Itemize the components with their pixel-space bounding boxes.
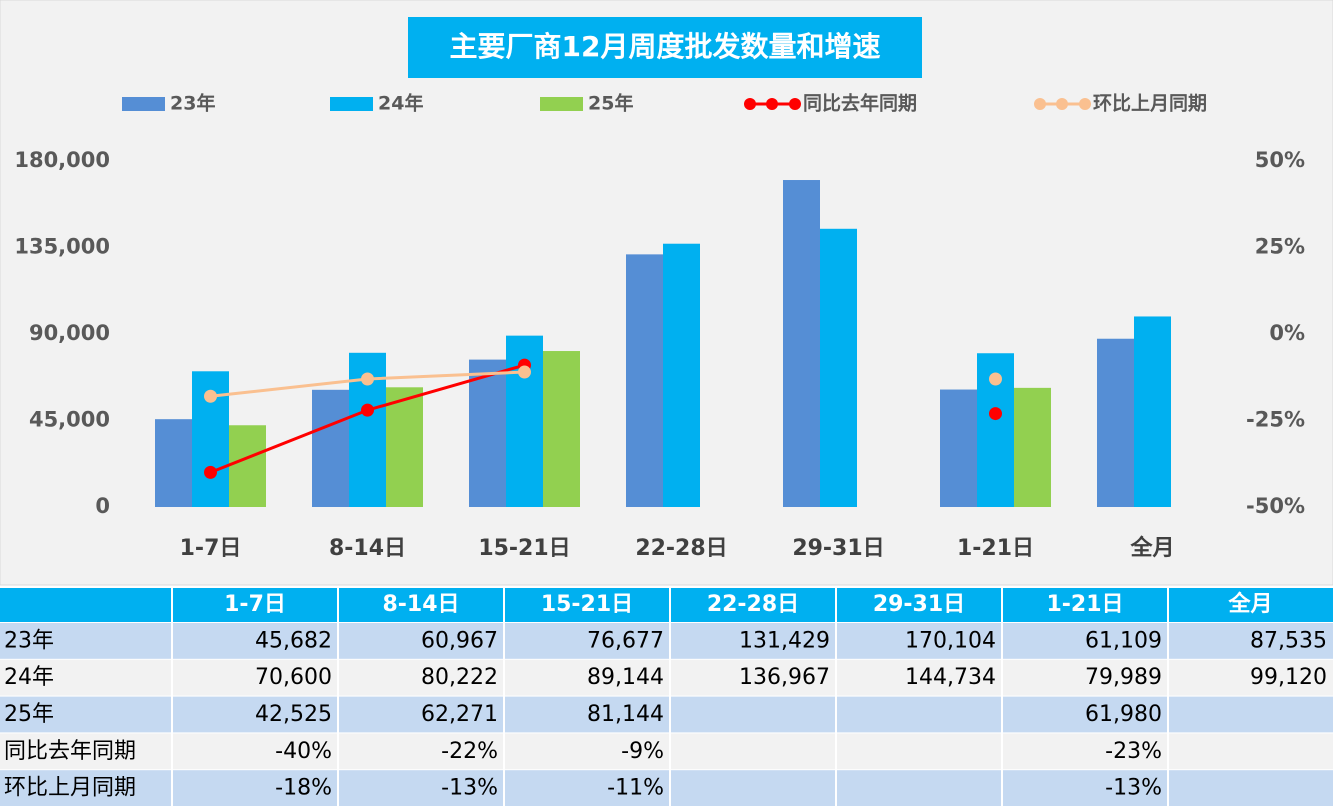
line-marker (361, 372, 374, 386)
table-cell: 144,734 (905, 665, 996, 690)
legend-label: 25年 (588, 92, 633, 115)
table-cell: 80,222 (421, 665, 498, 690)
x-tick-label: 15-21日 (478, 536, 570, 561)
chart-title: 主要厂商12月周度批发数量和增速 (450, 30, 881, 63)
table-cell: 42,525 (255, 702, 332, 727)
title-box (408, 17, 922, 78)
table-cell: -9% (621, 739, 664, 764)
table-row-header: 环比上月同期 (4, 776, 136, 801)
x-tick-label: 1-21日 (957, 536, 1034, 561)
legend-swatch (330, 97, 373, 111)
table-cell: 81,144 (587, 702, 664, 727)
legend-marker (1034, 98, 1046, 110)
table-row-bg (0, 623, 1333, 659)
table-row-bg (0, 659, 1333, 696)
table-header-cell: 15-21日 (541, 592, 633, 617)
x-tick-label: 22-28日 (635, 536, 727, 561)
table-cell: 45,682 (255, 628, 332, 653)
y2-tick-label: 0% (1269, 321, 1305, 345)
bar (626, 254, 663, 507)
y2-tick-label: 50% (1255, 148, 1305, 172)
table-cell: 87,535 (1250, 628, 1327, 653)
legend-label: 23年 (170, 92, 215, 115)
legend-swatch (540, 97, 583, 111)
bar (312, 389, 349, 507)
line-marker (204, 465, 217, 479)
table-header-cell: 1-21日 (1046, 592, 1123, 617)
table-cell: 79,989 (1085, 665, 1162, 690)
legend-marker (766, 98, 778, 110)
table-cell: 62,271 (421, 702, 498, 727)
x-tick-label: 8-14日 (329, 536, 406, 561)
table-cell: -13% (441, 776, 498, 801)
table-cell: 61,109 (1085, 628, 1162, 653)
x-tick-label: 1-7日 (180, 536, 242, 561)
line-marker (989, 407, 1002, 421)
bar (663, 243, 700, 507)
table-row-bg (0, 696, 1333, 733)
table-cell: -40% (275, 739, 332, 764)
table-cell: 61,980 (1085, 702, 1162, 727)
legend-label: 24年 (378, 92, 423, 115)
table-row-header: 25年 (4, 702, 54, 727)
table-header-cell: 1-7日 (224, 592, 286, 617)
table-cell: 170,104 (905, 628, 996, 653)
legend-label: 环比上月同期 (1093, 93, 1207, 115)
bar (940, 389, 977, 507)
bar (229, 425, 266, 507)
y-tick-label: 135,000 (14, 235, 110, 259)
table-cell: 60,967 (421, 628, 498, 653)
y2-tick-label: 25% (1255, 235, 1305, 259)
table-row-bg (0, 733, 1333, 770)
table-cell: -23% (1105, 739, 1162, 764)
legend-swatch (122, 97, 165, 111)
table-header-cell: 8-14日 (382, 592, 459, 617)
table-row-header: 同比去年同期 (4, 739, 136, 764)
table-header-cell: 22-28日 (707, 592, 799, 617)
y2-tick-label: -50% (1246, 494, 1305, 518)
table-cell: 131,429 (739, 628, 830, 653)
line-marker (989, 372, 1002, 386)
table-cell: -11% (607, 776, 664, 801)
table-cell: 70,600 (255, 665, 332, 690)
table-header-cell: 29-31日 (873, 592, 965, 617)
table-header-bg (0, 588, 1333, 622)
y-tick-label: 90,000 (29, 321, 110, 345)
bar (1014, 387, 1051, 507)
table-cell: -18% (275, 776, 332, 801)
y-tick-label: 0 (95, 494, 110, 518)
table-header-cell: 全月 (1227, 591, 1272, 617)
legend-marker (1079, 98, 1091, 110)
bar (783, 180, 820, 507)
table-cell: 136,967 (739, 665, 830, 690)
legend-marker (1056, 98, 1068, 110)
x-tick-label: 29-31日 (792, 536, 884, 561)
y-tick-label: 45,000 (29, 408, 110, 432)
table-cell: -13% (1105, 776, 1162, 801)
bar (155, 419, 192, 507)
table-cell: 76,677 (587, 628, 664, 653)
bar (820, 228, 857, 507)
bar (469, 359, 506, 507)
bar (386, 387, 423, 507)
bar (1134, 316, 1171, 507)
legend-marker (789, 98, 801, 110)
line-marker (361, 403, 374, 417)
table-row-header: 24年 (4, 665, 54, 690)
x-tick-label: 全月 (1129, 535, 1174, 561)
y2-tick-label: -25% (1246, 408, 1305, 432)
table-cell: 89,144 (587, 665, 664, 690)
legend-marker (744, 98, 756, 110)
line-marker (204, 389, 217, 403)
table-row-bg (0, 770, 1333, 806)
bar (543, 351, 580, 507)
table-cell: -22% (441, 739, 498, 764)
bar (1097, 338, 1134, 507)
table-cell: 99,120 (1250, 665, 1327, 690)
y-tick-label: 180,000 (14, 148, 110, 172)
table-row-header: 23年 (4, 628, 54, 653)
legend-label: 同比去年同期 (803, 92, 917, 115)
line-marker (518, 365, 531, 379)
